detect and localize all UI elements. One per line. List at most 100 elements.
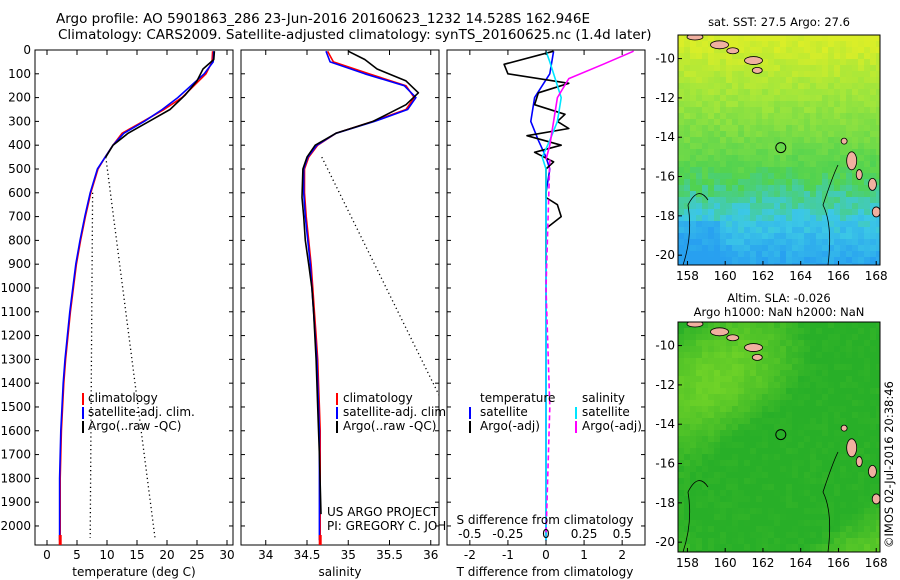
x-tick-label: 35	[341, 548, 356, 562]
y-tick-label: -12	[655, 91, 675, 105]
salinity-x-tick-label: -0.25	[492, 527, 523, 541]
y-tick-label: 500	[8, 162, 31, 176]
x-tick-label: 10	[99, 548, 114, 562]
y-tick-label: -14	[655, 130, 675, 144]
sla-map-panel: Altim. SLA: -0.026 Argo h1000: NaN h2000…	[655, 291, 887, 570]
y-tick-label: 900	[8, 257, 31, 271]
salinity-axes: 34 34.5 35 35.5 36	[241, 49, 439, 562]
series-line-guide-4	[545, 159, 551, 536]
salinity-x-tick-label: -0.5	[458, 527, 481, 541]
series-line-salinity-argo-adj-	[545, 50, 634, 160]
y-tick-label: 0	[23, 43, 31, 57]
sst-map-title: sat. SST: 27.5 Argo: 27.6	[708, 15, 850, 29]
salinity-x-label: salinity	[318, 565, 361, 579]
imos-stamp: ©IMOS 02-Jul-2016 20:38:46	[882, 381, 896, 548]
island-shape	[871, 206, 880, 218]
island-shape	[751, 66, 763, 74]
plot-title-line-1: Argo profile: AO 5901863_286 23-Jun-2016…	[56, 11, 590, 27]
sla-map-subtitle: Argo h1000: NaN h2000: NaN	[694, 305, 865, 319]
y-tick-label: -16	[655, 457, 675, 471]
x-tick-label: 160	[714, 556, 737, 570]
sst-map-axes: 158 160 162 164 166 168 -10 -12 -14 -16 -18 -20	[655, 52, 887, 283]
x-tick-label: 25	[189, 548, 204, 562]
salinity-axes-frame	[240, 49, 440, 546]
y-tick-label: 300	[8, 114, 31, 128]
legend-temperature-argo: Argo(-adj)	[480, 419, 540, 433]
x-tick-label: 0	[43, 548, 51, 562]
y-tick-label: 700	[8, 210, 31, 224]
legend-satellite: satellite-adj. clim.	[343, 405, 450, 419]
legend-climatology: climatology	[343, 391, 413, 405]
depth-contour	[682, 193, 709, 265]
salinity-plot-area	[301, 50, 439, 545]
pi-annotation: PI: GREGORY C. JOHNSON	[327, 519, 481, 533]
argo-float-marker	[775, 429, 787, 441]
y-tick-label: -20	[655, 535, 675, 549]
series-line-argo-raw-qc-	[301, 50, 420, 515]
salinity-x-tick-label: 0.25	[571, 527, 598, 541]
y-tick-label: -10	[655, 52, 675, 66]
island-shape	[840, 137, 848, 145]
temperature-x-label: temperature (deg C)	[72, 565, 195, 579]
sla-map-field	[678, 322, 880, 552]
y-tick-label: 1600	[0, 424, 31, 438]
x-tick-label: 1	[580, 548, 588, 562]
sla-map-frame	[677, 321, 881, 553]
bottom-marker	[58, 535, 62, 545]
x-tick-label: 30	[219, 548, 234, 562]
x-tick-label: 36	[423, 548, 438, 562]
island-shape	[855, 169, 863, 180]
x-tick-label: 2	[618, 548, 626, 562]
y-tick-label: 1300	[0, 352, 31, 366]
x-tick-label: 168	[865, 556, 888, 570]
depth-contour	[682, 480, 709, 552]
island-shape	[726, 334, 740, 342]
legend-salinity-satellite: satellite	[582, 405, 630, 419]
x-tick-label: 5	[73, 548, 81, 562]
y-tick-label: 1500	[0, 400, 31, 414]
x-tick-label: 166	[827, 556, 850, 570]
y-tick-label: 600	[8, 186, 31, 200]
island-shape	[868, 178, 877, 191]
legend-satellite: satellite-adj. clim.	[88, 405, 195, 419]
legend-salinity-title: salinity	[582, 391, 625, 405]
island-shape	[686, 35, 704, 41]
island-shape	[744, 56, 763, 65]
x-tick-label: -2	[464, 548, 476, 562]
y-tick-label: 1700	[0, 448, 31, 462]
x-tick-label: 162	[752, 556, 775, 570]
bottom-marker	[318, 535, 322, 545]
y-tick-label: 2000	[0, 519, 31, 533]
x-tick-label: 164	[789, 556, 812, 570]
salinity-difference-x-label: S difference from climatology	[457, 513, 634, 527]
x-tick-label: 158	[676, 556, 699, 570]
y-tick-label: 400	[8, 138, 31, 152]
legend-climatology: climatology	[88, 391, 158, 405]
sla-map-axes: 158 160 162 164 166 168 -10 -12 -14 -16 -18 -20	[655, 339, 887, 570]
sla-map-title: Altim. SLA: -0.026	[727, 291, 831, 305]
depth-contour	[822, 451, 839, 552]
series-line-temperature-argo-adj-	[503, 50, 570, 265]
sst-map-frame	[677, 34, 881, 266]
legend-temperature-title: temperature	[480, 391, 555, 405]
x-tick-label: 34	[258, 548, 273, 562]
salinity-x-tick-label: 0	[542, 527, 550, 541]
legend-argo: Argo(..raw -QC)	[88, 419, 181, 433]
island-shape	[840, 424, 848, 432]
argo-float-marker	[775, 142, 787, 154]
island-shape	[726, 47, 740, 55]
series-line-guide-3	[105, 157, 156, 538]
x-tick-label: 160	[714, 269, 737, 283]
x-tick-label: -1	[502, 548, 514, 562]
y-tick-label: -12	[655, 378, 675, 392]
y-tick-label: 200	[8, 91, 31, 105]
y-tick-label: 1100	[0, 305, 31, 319]
x-tick-label: 168	[865, 269, 888, 283]
x-tick-label: 20	[159, 548, 174, 562]
series-line-guide-4	[89, 192, 94, 538]
series-line-argo-raw-qc-	[105, 51, 216, 158]
project-annotation: US ARGO PROJECT	[327, 505, 439, 519]
y-tick-label: -18	[655, 496, 675, 510]
difference-panel: -2 -1 0 1 2 -0.5 -0.25 0 0.25 0.5 T difference fr…	[446, 49, 646, 579]
temperature-legend: climatology satellite-adj. clim. Argo(..…	[82, 391, 195, 433]
